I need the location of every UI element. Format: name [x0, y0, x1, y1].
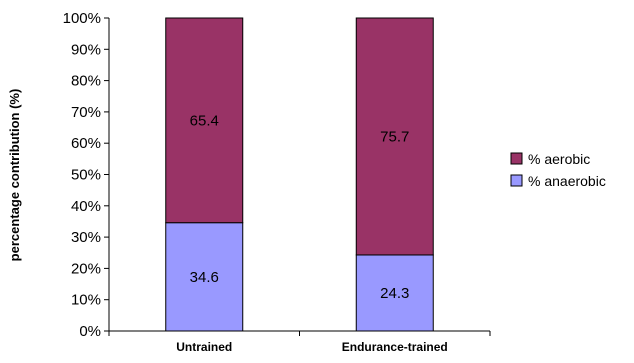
bar-group-untrained: 34.6 65.4 — [165, 17, 244, 332]
data-label: 65.4 — [190, 112, 219, 129]
legend-swatch — [510, 174, 523, 187]
y-tick-label: 40% — [71, 198, 101, 215]
bar-group-endurance-trained: 24.3 75.7 — [355, 17, 434, 332]
x-category-label: Untrained — [176, 340, 232, 354]
legend-label: % anaerobic — [528, 173, 606, 189]
y-tick-label: 20% — [71, 260, 101, 277]
y-tick-label: 70% — [71, 104, 101, 121]
plot-area: 0% 10% 20% 30% 40% 50% 60% 70% 80% 90% 100% 34.6 65.… — [63, 10, 491, 354]
y-tick-label: 50% — [71, 167, 101, 184]
y-tick-label: 10% — [71, 292, 101, 309]
y-axis-title: percentage contribution (%) — [7, 89, 22, 262]
legend-label: % aerobic — [528, 151, 590, 167]
y-tick-label: 30% — [71, 229, 101, 246]
y-tick-label: 100% — [63, 10, 101, 27]
x-category-label: Endurance-trained — [342, 340, 448, 354]
y-tick-label: 80% — [71, 73, 101, 90]
data-label: 24.3 — [380, 285, 409, 302]
bar-segment-anaerobic — [165, 222, 244, 332]
data-label: 34.6 — [190, 269, 219, 286]
bar-segment-anaerobic — [355, 254, 434, 332]
y-tick-label: 60% — [71, 135, 101, 152]
bar-segment-aerobic — [355, 17, 434, 256]
bar-segment-aerobic — [165, 17, 244, 224]
y-tick-label: 0% — [79, 323, 101, 340]
legend: % aerobic % anaerobic — [510, 151, 606, 189]
y-tick-label: 90% — [71, 41, 101, 58]
data-label: 75.7 — [380, 128, 409, 145]
legend-swatch — [510, 152, 523, 165]
